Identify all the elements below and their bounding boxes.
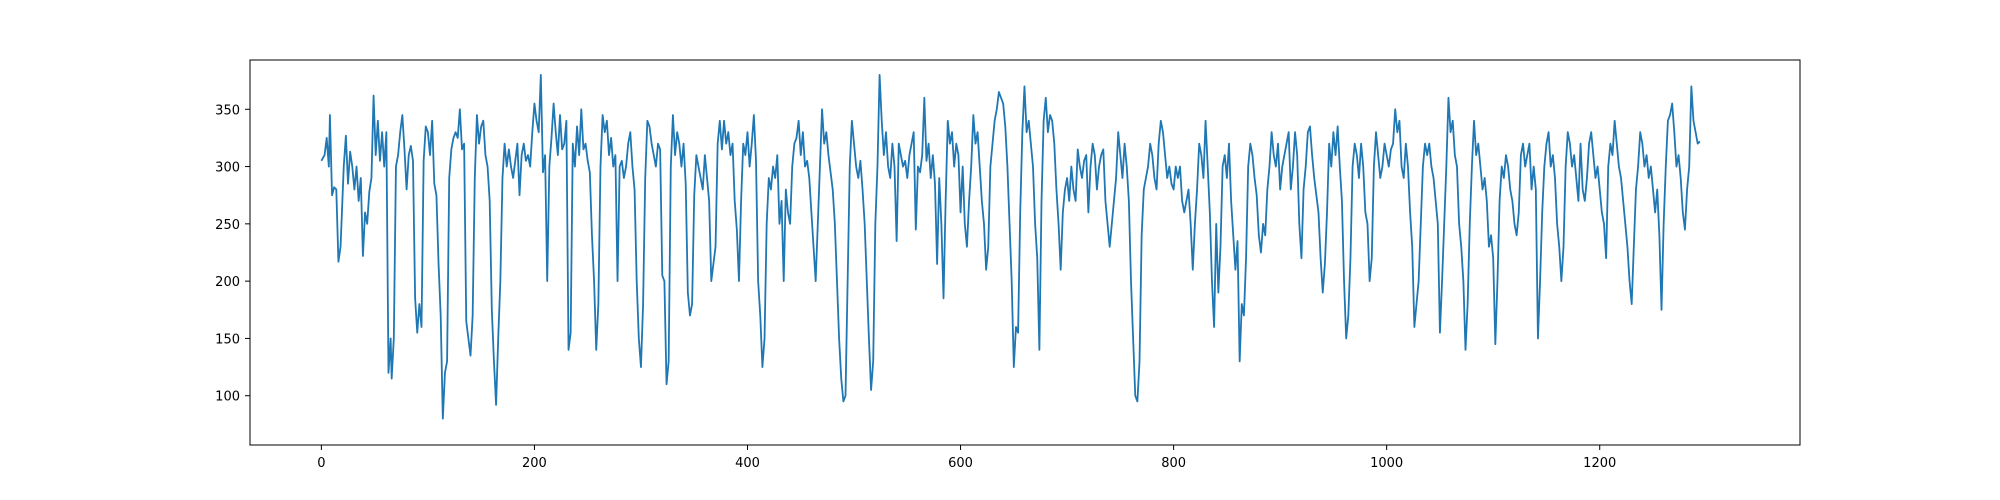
series-line-0 bbox=[320, 74, 1701, 420]
y-tick-label: 150 bbox=[215, 332, 240, 347]
x-axis-ticks: 0 200 400 600 800 1000 1200 bbox=[317, 445, 1616, 471]
x-tick-label: 1200 bbox=[1583, 456, 1616, 471]
y-tick-label: 300 bbox=[215, 161, 240, 176]
x-tick-label: 0 bbox=[317, 456, 325, 471]
x-tick-label: 200 bbox=[522, 456, 547, 471]
x-tick-label: 400 bbox=[735, 456, 760, 471]
y-tick-label: 250 bbox=[215, 218, 240, 233]
y-axis-ticks: 100 150 200 250 300 350 bbox=[215, 103, 250, 405]
x-tick-label: 1000 bbox=[1370, 456, 1403, 471]
axes-frame bbox=[249, 59, 1801, 446]
y-tick-label: 100 bbox=[215, 390, 240, 405]
y-tick-label: 200 bbox=[215, 275, 240, 290]
x-tick-label: 600 bbox=[948, 456, 973, 471]
y-tick-label: 350 bbox=[215, 103, 240, 118]
x-tick-label: 800 bbox=[1161, 456, 1186, 471]
plot-area bbox=[320, 74, 1701, 420]
